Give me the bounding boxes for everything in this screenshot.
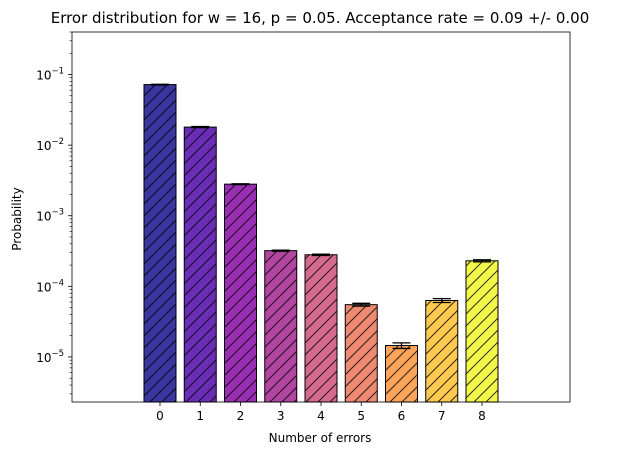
errorbar-6 — [392, 342, 411, 350]
bar-8 — [465, 260, 499, 403]
y-ticks: 10−5 10−4 10−3 10−2 10−1 — [36, 31, 72, 395]
x-tick-label-8: 8 — [478, 409, 486, 423]
y-tick-label: 10−2 — [36, 137, 64, 153]
errorbar-3 — [271, 249, 290, 252]
y-tick-label: 10−5 — [36, 349, 64, 365]
y-tick-label: 10−3 — [36, 208, 64, 224]
bar-7 — [425, 299, 459, 403]
errorbar-7 — [432, 297, 451, 304]
y-tick-label: 10−1 — [36, 67, 64, 83]
bars-group — [143, 84, 499, 403]
chart-title: Error distribution for w = 16, p = 0.05.… — [51, 9, 590, 27]
x-tick-label-3: 3 — [277, 409, 285, 423]
bar-5 — [344, 304, 378, 403]
bar-6 — [385, 345, 418, 403]
bar-0 — [143, 84, 177, 403]
x-tick-label-1: 1 — [196, 409, 204, 423]
errorbars-group — [151, 83, 491, 350]
x-tick-label-7: 7 — [438, 409, 446, 423]
x-tick-label-4: 4 — [317, 409, 325, 423]
errorbar-1 — [191, 125, 210, 129]
x-axis-label: Number of errors — [269, 431, 372, 445]
errorbar-0 — [151, 83, 169, 86]
errorbar-2 — [231, 183, 250, 186]
x-tick-label-2: 2 — [237, 409, 245, 423]
y-tick-label: 10−4 — [36, 278, 64, 294]
x-tick-label-6: 6 — [398, 409, 406, 423]
x-tick-label-0: 0 — [156, 409, 164, 423]
bar-3 — [264, 250, 298, 403]
y-axis-label: Probability — [10, 187, 24, 250]
bar-1 — [183, 126, 217, 403]
x-tick-label-5: 5 — [357, 409, 365, 423]
errorbar-5 — [352, 302, 371, 307]
x-ticks: 0 1 2 3 4 5 6 7 8 — [156, 402, 486, 423]
errorbar-4 — [312, 253, 330, 257]
bar-4 — [304, 254, 338, 403]
errorbar-8 — [473, 259, 491, 263]
bar-2 — [224, 183, 257, 403]
